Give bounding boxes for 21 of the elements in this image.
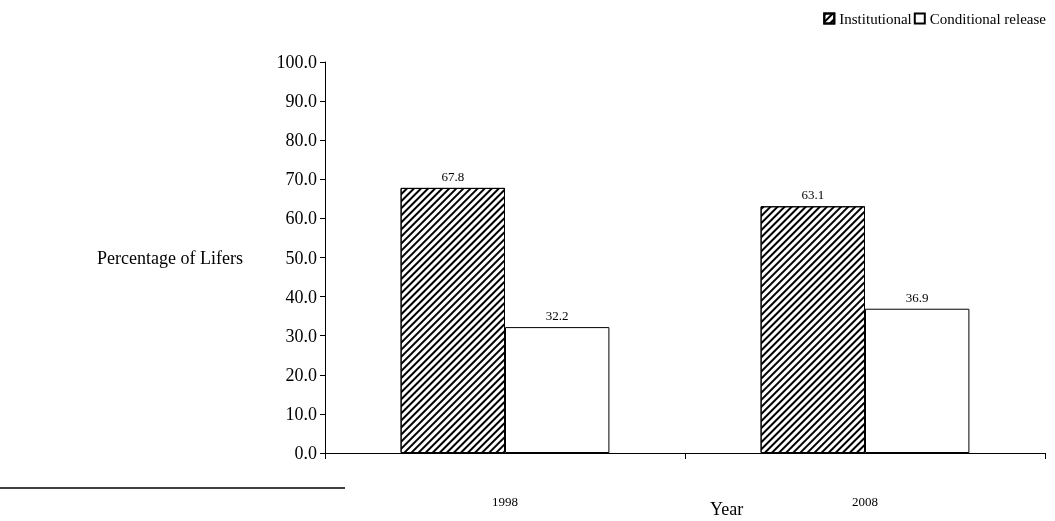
y-tick-label: 70.0 bbox=[285, 169, 317, 190]
y-tick-label: 10.0 bbox=[285, 403, 317, 424]
y-tick-label: 0.0 bbox=[294, 443, 317, 463]
y-tick-label: 20.0 bbox=[285, 364, 317, 385]
y-tick-label: 100.0 bbox=[276, 52, 317, 72]
x-axis-title: Year bbox=[710, 499, 744, 519]
y-tick-label: 90.0 bbox=[285, 91, 317, 112]
y-tick-label: 60.0 bbox=[285, 208, 317, 229]
data-label: 36.9 bbox=[905, 289, 929, 305]
data-label: 67.8 bbox=[441, 168, 465, 184]
legend-label: Institutional bbox=[839, 10, 912, 27]
y-axis-title: Percentage of Lifers bbox=[97, 247, 243, 268]
y-tick-label: 80.0 bbox=[285, 130, 317, 151]
x-tick-label: 2008 bbox=[852, 494, 878, 509]
y-tick-label: 30.0 bbox=[285, 325, 317, 346]
y-tick-label: 40.0 bbox=[285, 286, 317, 307]
data-label: 63.1 bbox=[801, 187, 825, 203]
data-label: 32.2 bbox=[545, 308, 569, 324]
x-tick-label: 1998 bbox=[492, 494, 518, 509]
y-tick-label: 50.0 bbox=[285, 247, 317, 268]
legend-label: Conditional release bbox=[929, 10, 1047, 27]
